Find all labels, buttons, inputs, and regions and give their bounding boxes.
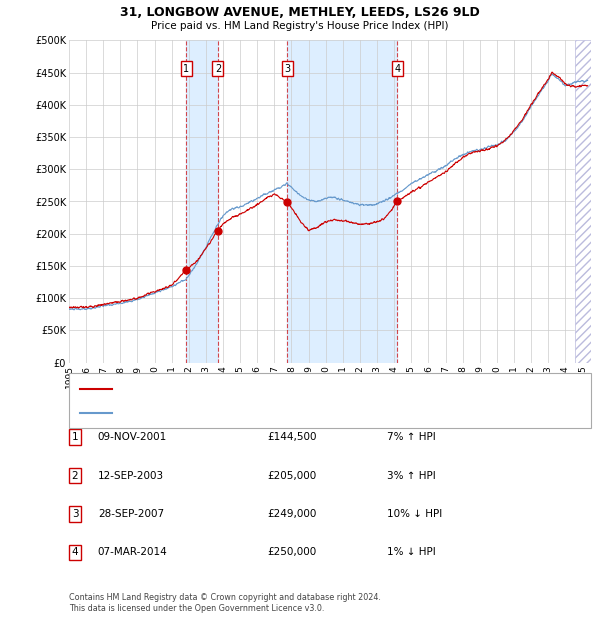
- Bar: [287, 40, 397, 363]
- Text: 1% ↓ HPI: 1% ↓ HPI: [387, 547, 436, 557]
- Text: 2: 2: [215, 64, 221, 74]
- Bar: [575, 40, 591, 363]
- Text: 31, LONGBOW AVENUE, METHLEY, LEEDS, LS26 9LD: 31, LONGBOW AVENUE, METHLEY, LEEDS, LS26…: [120, 6, 480, 19]
- Text: 3: 3: [71, 509, 79, 519]
- Text: 3: 3: [284, 64, 290, 74]
- Bar: [575, 40, 591, 363]
- Text: 4: 4: [71, 547, 79, 557]
- Text: 7% ↑ HPI: 7% ↑ HPI: [387, 432, 436, 442]
- Text: Price paid vs. HM Land Registry's House Price Index (HPI): Price paid vs. HM Land Registry's House …: [151, 21, 449, 31]
- Text: 07-MAR-2014: 07-MAR-2014: [98, 547, 167, 557]
- Text: 10% ↓ HPI: 10% ↓ HPI: [387, 509, 442, 519]
- Text: Contains HM Land Registry data © Crown copyright and database right 2024.
This d: Contains HM Land Registry data © Crown c…: [69, 593, 381, 613]
- Text: 12-SEP-2003: 12-SEP-2003: [98, 471, 164, 480]
- Text: 1: 1: [184, 64, 190, 74]
- Text: 3% ↑ HPI: 3% ↑ HPI: [387, 471, 436, 480]
- Text: £250,000: £250,000: [267, 547, 316, 557]
- Text: £205,000: £205,000: [267, 471, 316, 480]
- Text: 31, LONGBOW AVENUE, METHLEY, LEEDS, LS26 9LD (detached house): 31, LONGBOW AVENUE, METHLEY, LEEDS, LS26…: [119, 384, 463, 394]
- Text: 09-NOV-2001: 09-NOV-2001: [98, 432, 167, 442]
- Text: 4: 4: [394, 64, 400, 74]
- Text: £144,500: £144,500: [267, 432, 317, 442]
- Text: 1: 1: [71, 432, 79, 442]
- Text: HPI: Average price, detached house, Leeds: HPI: Average price, detached house, Leed…: [119, 407, 329, 417]
- Text: 28-SEP-2007: 28-SEP-2007: [98, 509, 164, 519]
- Text: 2: 2: [71, 471, 79, 480]
- Text: £249,000: £249,000: [267, 509, 316, 519]
- Bar: [187, 40, 218, 363]
